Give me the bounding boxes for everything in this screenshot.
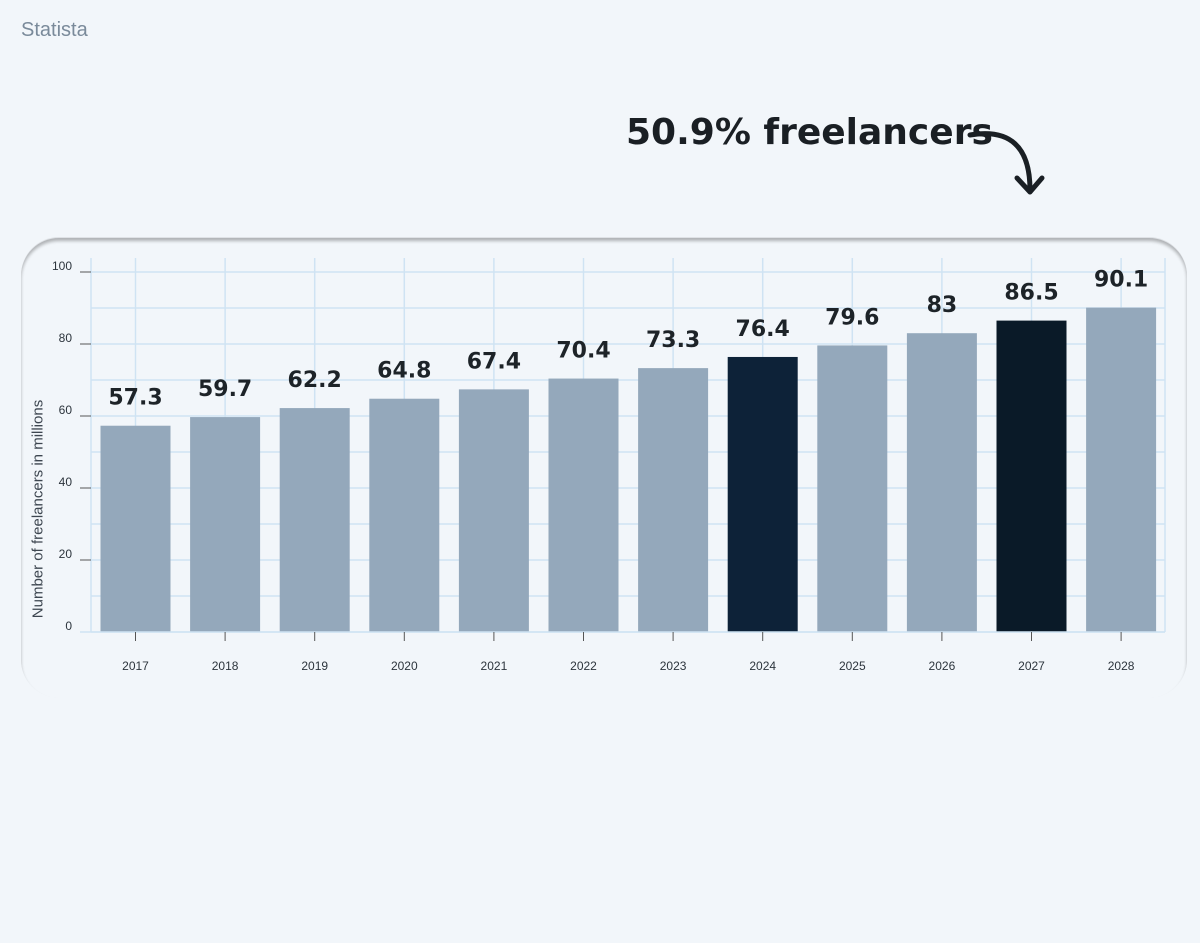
- x-tick-label: 2028: [1108, 659, 1135, 673]
- x-tick-label: 2018: [212, 659, 239, 673]
- curved-arrow-icon: [967, 131, 1045, 195]
- y-tick-label: 40: [59, 475, 73, 489]
- data-label: 76.4: [736, 317, 790, 342]
- x-tick-label: 2026: [929, 659, 956, 673]
- x-tick-label: 2017: [122, 659, 149, 673]
- annotation-text: 50.9% freelancers: [626, 112, 993, 153]
- x-axis: 2017 2018 2019 2020 2021 2022 2023 2024 2025 2026…: [80, 631, 1165, 673]
- data-label: 90.1: [1094, 268, 1148, 293]
- data-label: 79.6: [825, 305, 879, 330]
- bar-2017: [100, 425, 171, 632]
- y-tick-label: 0: [65, 619, 72, 633]
- data-label: 86.5: [1004, 281, 1058, 306]
- data-label: 62.2: [288, 368, 342, 393]
- bar-2028: [1086, 307, 1157, 632]
- y-tick-label: 20: [59, 547, 73, 561]
- data-labels: 57.3 59.7 62.2 64.8 67.4 70.4 73.3 76.4 79.6 83 86…: [108, 268, 1148, 411]
- y-tick-label: 60: [59, 403, 73, 417]
- x-tick-label: 2023: [660, 659, 687, 673]
- y-axis-label: Number of freelancers in millions: [29, 399, 47, 619]
- data-label: 57.3: [108, 386, 162, 411]
- bar-2019: [279, 408, 350, 632]
- x-tick-label: 2022: [570, 659, 597, 673]
- bar-2022: [548, 378, 619, 632]
- bar-2026: [906, 333, 977, 632]
- x-tick-label: 2024: [749, 659, 776, 673]
- bar-2023: [638, 368, 709, 632]
- data-label: 59.7: [198, 377, 252, 402]
- y-axis: 0 20 40 60 80 100: [52, 259, 91, 633]
- bar-2024: [727, 356, 798, 632]
- bar-2018: [190, 417, 261, 632]
- y-tick-label: 80: [59, 331, 73, 345]
- bar-2027: [996, 320, 1067, 632]
- data-label: 83: [927, 293, 958, 318]
- x-tick-label: 2027: [1018, 659, 1045, 673]
- bars: [100, 307, 1157, 632]
- y-tick-label: 100: [52, 259, 72, 273]
- data-label: 70.4: [556, 339, 610, 364]
- x-tick-label: 2019: [301, 659, 328, 673]
- data-label: 73.3: [646, 328, 700, 353]
- x-tick-label: 2020: [391, 659, 418, 673]
- bar-2025: [817, 345, 888, 632]
- bar-2021: [458, 389, 529, 632]
- data-label: 67.4: [467, 349, 521, 374]
- x-tick-label: 2025: [839, 659, 866, 673]
- source-label: Statista: [21, 19, 88, 41]
- x-tick-label: 2021: [481, 659, 508, 673]
- data-label: 64.8: [377, 359, 431, 384]
- bar-2020: [369, 398, 440, 632]
